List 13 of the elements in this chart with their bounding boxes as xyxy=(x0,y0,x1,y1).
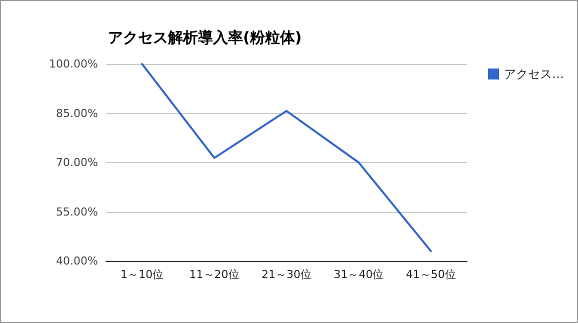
y-tick-label: 85.00% xyxy=(56,106,98,120)
y-tick-label: 40.00% xyxy=(56,254,98,268)
y-tick-label: 70.00% xyxy=(56,156,98,169)
x-tick-label: 11～20位 xyxy=(189,268,240,281)
legend-label: アクセス… xyxy=(504,67,564,81)
y-tick-label: 55.00% xyxy=(56,205,98,218)
line-series xyxy=(141,63,432,252)
x-tick-label: 31～40位 xyxy=(334,268,384,281)
x-tick-label: 21～30位 xyxy=(262,268,312,281)
x-tick-label: 41～50位 xyxy=(406,268,456,281)
chart-title: アクセス解析導入率(粉粒体) xyxy=(108,28,302,46)
x-tick-label: 1～10位 xyxy=(120,268,164,281)
y-tick-label: 100.00% xyxy=(49,58,98,70)
